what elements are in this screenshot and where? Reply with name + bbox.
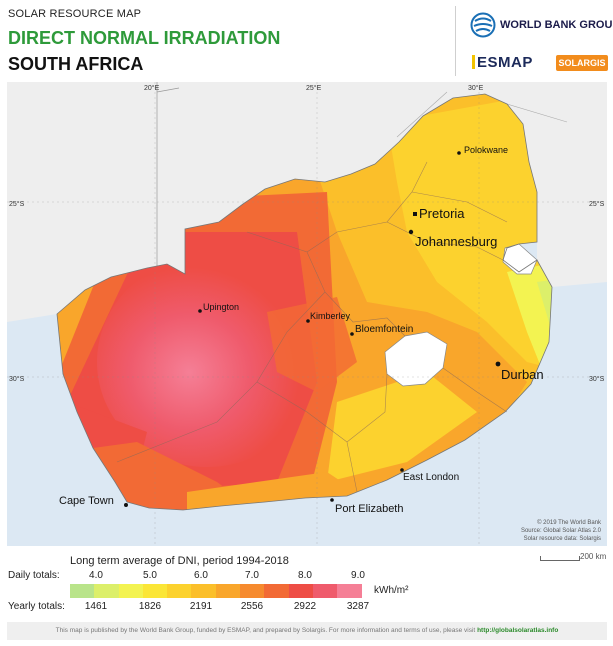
city-kimberley[interactable]: Kimberley xyxy=(306,311,351,323)
city-east-london[interactable]: East London xyxy=(400,468,459,483)
legend-yearly-value: 2922 xyxy=(293,601,317,612)
legend-swatch xyxy=(337,584,362,598)
city-label-bloemfontein: Bloemfontein xyxy=(355,324,413,335)
legend-daily-value: 9.0 xyxy=(351,570,365,581)
city-bloemfontein[interactable]: Bloemfontein xyxy=(350,324,413,336)
lat-label-30s-left: 30°S xyxy=(9,375,25,383)
lat-label-25s-right: 25°S xyxy=(589,200,605,208)
legend-swatch xyxy=(288,584,313,598)
lon-label-20e: 20°E xyxy=(144,84,160,92)
city-label-durban: Durban xyxy=(501,367,544,382)
city-pretoria[interactable]: Pretoria xyxy=(413,206,465,221)
city-johannesburg[interactable]: Johannesburg xyxy=(408,229,498,249)
map-title: DIRECT NORMAL IRRADIATION xyxy=(8,28,281,48)
solargis-logo: SOLARGIS xyxy=(556,55,608,71)
legend-yearly-value: 1826 xyxy=(138,601,162,612)
city-label-cape-town: Cape Town xyxy=(59,495,114,507)
city-label-polokwane: Polokwane xyxy=(464,145,508,155)
cities: Polokwane Pretoria Johannesburg Upington… xyxy=(59,145,544,515)
credit-line-2: Source: Global Solar Atlas 2.0 xyxy=(521,528,602,534)
legend-swatch xyxy=(240,584,265,598)
city-label-upington: Upington xyxy=(203,302,239,312)
globe-icon xyxy=(470,12,496,38)
city-port-elizabeth[interactable]: Port Elizabeth xyxy=(330,498,403,515)
legend-swatch xyxy=(167,584,192,598)
city-label-port-elizabeth: Port Elizabeth xyxy=(335,503,403,515)
legend-title: Long term average of DNI, period 1994-20… xyxy=(70,555,289,567)
header-divider xyxy=(455,6,456,76)
city-label-east-london: East London xyxy=(403,472,459,483)
city-upington[interactable]: Upington xyxy=(198,302,239,313)
map-credits: © 2019 The World Bank Source: Global Sol… xyxy=(521,519,602,542)
footer-text: This map is published by the World Bank … xyxy=(55,627,476,634)
legend-daily-value: 4.0 xyxy=(89,570,103,581)
province-borders xyxy=(116,161,508,493)
legend-daily-value: 7.0 xyxy=(245,570,259,581)
legend-daily-value: 5.0 xyxy=(143,570,157,581)
scale-label: 200 km xyxy=(580,552,607,561)
legend-color-bar xyxy=(70,584,362,598)
legend-swatch xyxy=(142,584,168,598)
footer: This map is published by the World Bank … xyxy=(7,622,607,640)
legend-swatch xyxy=(312,584,338,598)
city-label-kimberley: Kimberley xyxy=(310,311,351,321)
world-bank-logo: WORLD BANK GROUP xyxy=(470,10,613,44)
city-durban[interactable]: Durban xyxy=(495,361,544,382)
dni-map: 20°E 25°E 30°E 25°S 25°S 30°S 30°S Polok… xyxy=(7,82,607,546)
credit-line-3: Solar resource data: Solargis xyxy=(524,536,601,542)
legend-yearly-value: 3287 xyxy=(346,601,370,612)
lat-label-30s-right: 30°S xyxy=(589,375,605,383)
lon-label-25e: 25°E xyxy=(306,84,322,92)
legend-swatch xyxy=(94,584,119,598)
legend-swatch xyxy=(215,584,241,598)
legend-unit: kWh/m² xyxy=(374,585,409,596)
legend-swatch xyxy=(191,584,216,598)
map-canvas: 20°E 25°E 30°E 25°S 25°S 30°S 30°S Polok… xyxy=(7,82,607,546)
legend-yearly-value: 2191 xyxy=(189,601,213,612)
city-cape-town[interactable]: Cape Town xyxy=(59,495,128,507)
legend-yearly-value: 1461 xyxy=(84,601,108,612)
footer-link[interactable]: http://globalsolaratlas.info xyxy=(477,627,559,634)
legend-daily-label: Daily totals: xyxy=(8,570,60,581)
lon-label-30e: 30°E xyxy=(468,84,484,92)
legend-yearly-label: Yearly totals: xyxy=(8,601,65,612)
credit-line-1: © 2019 The World Bank xyxy=(537,519,602,526)
scale-bar xyxy=(540,556,580,561)
legend-swatch xyxy=(264,584,289,598)
legend-yearly-value: 2556 xyxy=(240,601,264,612)
esmap-logo-text: ESMAP xyxy=(477,54,533,71)
legend-daily-value: 6.0 xyxy=(194,570,208,581)
country-title: SOUTH AFRICA xyxy=(8,54,144,74)
legend-swatch xyxy=(70,584,95,598)
city-polokwane[interactable]: Polokwane xyxy=(457,145,508,155)
legend-swatch xyxy=(118,584,143,598)
world-bank-logo-text: WORLD BANK GROUP xyxy=(500,19,613,31)
esmap-logo: ESMAP xyxy=(472,54,533,71)
city-label-pretoria: Pretoria xyxy=(419,206,465,221)
map-kicker: SOLAR RESOURCE MAP xyxy=(8,8,142,20)
city-label-johannesburg: Johannesburg xyxy=(415,234,497,249)
legend-daily-value: 8.0 xyxy=(298,570,312,581)
lat-label-25s-left: 25°S xyxy=(9,200,25,208)
graticule: 20°E 25°E 30°E 25°S 25°S 30°S 30°S xyxy=(7,82,607,546)
